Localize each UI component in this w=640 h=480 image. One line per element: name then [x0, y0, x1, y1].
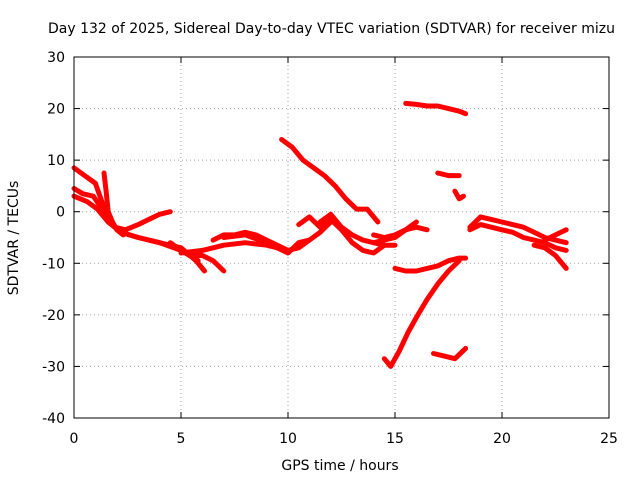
series-arc-14: [403, 100, 469, 117]
series-arc-19: [431, 345, 469, 362]
x-axis-label: GPS time / hours: [281, 458, 398, 474]
series-arc-22: [531, 242, 569, 271]
x-tick-label: 0: [70, 431, 79, 447]
series-arc-4: [101, 170, 126, 238]
x-tick-label: 20: [493, 431, 511, 447]
x-tick-label: 10: [279, 431, 297, 447]
series-arc-5: [167, 240, 227, 274]
series-arc-6: [178, 237, 312, 256]
series-arc-23: [542, 227, 569, 243]
series-arc-17: [392, 255, 469, 274]
x-tick-label: 5: [177, 431, 186, 447]
chart-title: Day 132 of 2025, Sidereal Day-to-day VTE…: [48, 21, 615, 37]
series-arc-11: [317, 211, 398, 248]
y-tick-label: -20: [42, 308, 65, 324]
axis-layer: 0 5 10 15 20 25 -40 -30 -20 -10 0 10 20 30: [42, 50, 618, 447]
series-arc-3: [71, 193, 207, 274]
series-arc-21: [467, 222, 569, 253]
x-tick-label: 15: [386, 431, 404, 447]
series-arc-2: [71, 186, 173, 233]
series-arc-15: [435, 170, 462, 179]
y-axis-label: SDTVAR / TECUs: [6, 181, 22, 296]
y-tick-label: -30: [42, 359, 65, 375]
series-arc-8: [221, 219, 334, 256]
y-tick-label: 10: [47, 153, 65, 169]
series-layer: [71, 100, 569, 369]
plot-frame: [73, 56, 610, 419]
y-tick-label: -10: [42, 256, 65, 272]
y-tick-label: 0: [56, 205, 65, 221]
series-arc-9: [279, 137, 381, 225]
series-arc-18: [381, 258, 462, 369]
series-arc-16: [452, 188, 466, 202]
series-arc-13: [371, 219, 419, 246]
x-tick-label: 25: [600, 431, 618, 447]
y-tick-label: -40: [42, 411, 65, 427]
y-tick-label: 30: [47, 50, 65, 66]
y-tick-label: 20: [47, 102, 65, 118]
